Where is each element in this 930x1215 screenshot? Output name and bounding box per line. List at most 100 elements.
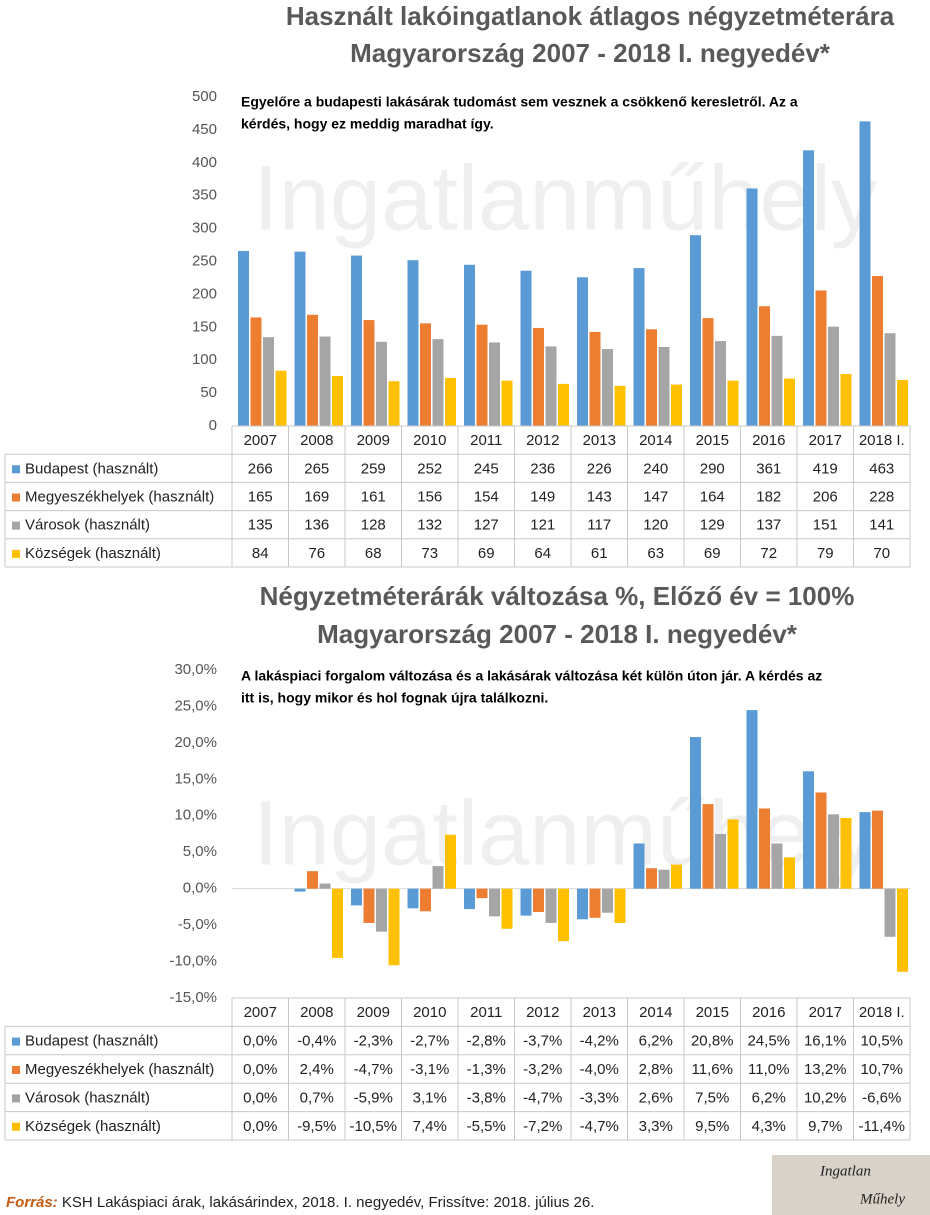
bar	[319, 336, 331, 426]
table-cell: 226	[587, 460, 612, 477]
bar	[432, 339, 444, 426]
y-tick-label: -10,0%	[169, 953, 217, 970]
bar	[520, 888, 532, 916]
table-cell: -3,7%	[523, 1033, 562, 1050]
chart-subtitle: Magyarország 2007 - 2018 I. negyedév*	[350, 38, 831, 68]
table-cell: 72	[760, 545, 777, 562]
table-cell: -3,2%	[523, 1061, 562, 1078]
table-cell: 76	[308, 545, 325, 562]
y-tick-label: 100	[192, 351, 217, 368]
watermark: Ingatlanműhely	[253, 147, 877, 249]
bar	[759, 808, 770, 889]
bar	[476, 888, 488, 899]
table-cell: 0,0%	[243, 1118, 277, 1135]
x-tick-label: 2013	[583, 1004, 616, 1021]
table-cell: 9,7%	[808, 1118, 842, 1135]
bar	[275, 370, 287, 426]
bar	[771, 335, 783, 426]
y-tick-label: 0	[209, 417, 217, 434]
table-cell: 68	[365, 545, 382, 562]
bar	[533, 888, 544, 912]
bar	[646, 868, 657, 889]
bar	[489, 888, 500, 917]
table-cell: -0,4%	[297, 1033, 336, 1050]
bar	[690, 235, 701, 426]
bar	[815, 290, 827, 426]
bar	[614, 385, 626, 426]
table-cell: 169	[304, 488, 329, 505]
bar	[828, 814, 839, 889]
table-cell: 61	[591, 545, 608, 562]
table-cell: 161	[361, 488, 386, 505]
bar	[602, 349, 613, 426]
table-cell: -1,3%	[467, 1061, 506, 1078]
bar	[332, 888, 343, 958]
bar	[577, 888, 588, 920]
bar	[897, 888, 908, 972]
bar	[646, 329, 657, 426]
table-cell: -9,5%	[297, 1118, 336, 1135]
y-tick-label: 150	[192, 318, 217, 335]
x-tick-label: 2009	[357, 432, 390, 449]
table-cell: -2,7%	[410, 1033, 449, 1050]
bar	[828, 326, 839, 426]
annotation: itt is, hogy mikor és hol fognak újra ta…	[241, 690, 548, 706]
chart-subtitle: Magyarország 2007 - 2018 I. negyedév*	[317, 619, 798, 649]
y-tick-label: 50	[200, 384, 217, 401]
bar	[520, 270, 532, 426]
x-tick-label: 2012	[526, 432, 559, 449]
source-label: Forrás:	[6, 1194, 58, 1211]
table-cell: 6,2%	[639, 1033, 673, 1050]
table-cell: 84	[252, 545, 269, 562]
table-cell: 121	[530, 517, 555, 534]
bar	[388, 381, 400, 426]
table-cell: -4,0%	[580, 1061, 619, 1078]
bar	[690, 737, 701, 889]
table-cell: 141	[869, 517, 894, 534]
table-cell: -11,4%	[859, 1118, 905, 1135]
bar	[545, 888, 557, 923]
table-cell: -5,9%	[354, 1089, 393, 1106]
bar	[633, 268, 645, 426]
bar	[558, 888, 569, 942]
bar	[464, 264, 475, 426]
x-tick-label: 2018 I.	[859, 432, 905, 449]
y-tick-label: -5,0%	[178, 916, 217, 933]
table-cell: 69	[704, 545, 721, 562]
y-tick-label: 200	[192, 285, 217, 302]
x-tick-label: 2017	[809, 432, 842, 449]
logo-text: Ingatlan	[819, 1163, 871, 1179]
legend-swatch	[12, 1122, 20, 1131]
table-cell: 136	[304, 517, 329, 534]
bar	[715, 834, 726, 889]
x-tick-label: 2016	[752, 1004, 785, 1021]
table-cell: 463	[869, 460, 894, 477]
bar	[658, 869, 670, 889]
bar	[702, 318, 714, 426]
table-cell: 0,7%	[300, 1089, 334, 1106]
logo-text: Műhely	[859, 1191, 905, 1207]
bar	[351, 255, 362, 426]
legend-label: Városok (használt)	[25, 1089, 150, 1106]
bar	[589, 888, 601, 918]
bar	[464, 888, 475, 910]
x-tick-label: 2014	[639, 432, 672, 449]
table-cell: 129	[700, 517, 725, 534]
table-cell: 120	[643, 517, 668, 534]
bar	[294, 888, 306, 892]
table-cell: 11,0%	[748, 1061, 789, 1078]
table-cell: 4,3%	[752, 1118, 786, 1135]
bar	[759, 306, 770, 426]
bar	[859, 812, 871, 889]
table-cell: -4,7%	[580, 1118, 619, 1135]
x-tick-label: 2011	[470, 432, 502, 449]
table-cell: -6,6%	[862, 1089, 901, 1106]
bar	[307, 314, 318, 426]
bar	[840, 374, 852, 426]
table-cell: 252	[417, 460, 442, 477]
legend-label: Budapest (használt)	[25, 1033, 158, 1050]
annotation: Egyelőre a budapesti lakásárak tudomást …	[241, 94, 798, 110]
table-cell: 135	[248, 517, 273, 534]
table-cell: 10,5%	[860, 1033, 903, 1050]
bar	[407, 888, 419, 909]
